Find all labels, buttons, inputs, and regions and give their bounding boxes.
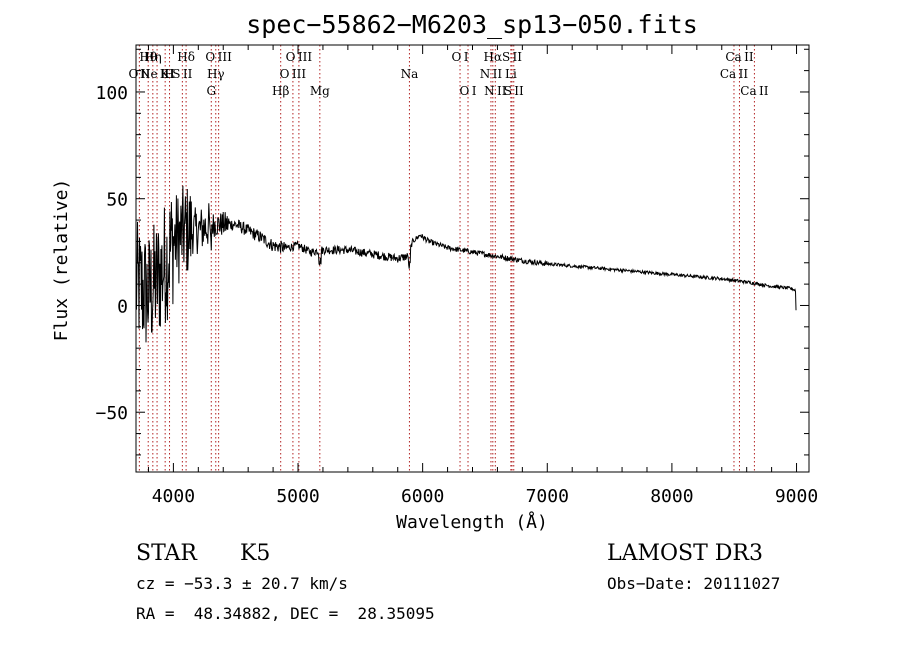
- spectrum-line: [136, 185, 797, 343]
- x-tick-label: 4000: [152, 486, 195, 507]
- emission-line-label: Ca II: [725, 50, 753, 64]
- emission-line-label: O III: [280, 67, 307, 81]
- x-tick-label: 6000: [401, 486, 444, 507]
- subclass: K5: [240, 541, 270, 566]
- emission-line-label: S II: [502, 50, 522, 64]
- emission-line-label: Na: [401, 67, 419, 81]
- y-axis-ticks: −50 0 50 100: [95, 48, 809, 456]
- coordinates: RA = 48.34882, DEC = 28.35095: [136, 604, 435, 623]
- emission-line-label: Ne III: [140, 67, 174, 81]
- x-axis-label: Wavelength (Å): [396, 511, 548, 533]
- x-tick-label: 5000: [276, 486, 319, 507]
- y-tick-label: 100: [95, 83, 128, 104]
- emission-line-label: Hα: [484, 50, 503, 64]
- emission-line-label: O I: [452, 50, 469, 64]
- y-tick-label: −50: [95, 403, 128, 424]
- survey-name: LAMOST DR3: [607, 541, 763, 566]
- chart-title: spec−55862−M6203_sp13−050.fits: [246, 10, 698, 39]
- x-tick-label: 9000: [775, 486, 818, 507]
- emission-line-label: Ca II: [720, 67, 748, 81]
- x-tick-label: 7000: [526, 486, 569, 507]
- emission-line-label: O III: [205, 50, 232, 64]
- emission-line-label: K: [161, 67, 171, 81]
- x-tick-label: 8000: [650, 486, 693, 507]
- emission-line-label: Hγ: [207, 67, 225, 81]
- emission-line-label: S II: [504, 84, 524, 98]
- emission-line-label: O III: [286, 50, 313, 64]
- y-tick-label: 50: [106, 190, 128, 211]
- plot-frame: [135, 44, 810, 473]
- obs-date: Obs−Date: 20111027: [607, 574, 780, 593]
- emission-line-label: Hβ: [272, 84, 289, 98]
- emission-line-markers: [138, 45, 755, 472]
- redshift-value: cz = −53.3 ± 20.7 km/s: [136, 574, 348, 593]
- emission-line-label: O II: [129, 67, 151, 81]
- x-axis-ticks: 4000 5000 6000 7000 8000 9000: [147, 45, 818, 507]
- y-tick-label: 0: [117, 296, 128, 317]
- emission-line-label: H: [164, 67, 174, 81]
- emission-line-label: Li: [505, 67, 517, 81]
- y-axis-label: Flux (relative): [51, 179, 72, 342]
- emission-line-label: G: [206, 84, 216, 98]
- emission-line-label: Hθ: [139, 50, 157, 64]
- emission-line-label: N II: [484, 84, 507, 98]
- object-class: STAR: [136, 541, 198, 566]
- emission-line-label: Mg: [310, 84, 330, 98]
- emission-line-label: N II: [480, 67, 503, 81]
- emission-line-label: Hδ: [177, 50, 195, 64]
- emission-line-label: O I: [460, 84, 477, 98]
- emission-line-label: S II: [172, 67, 192, 81]
- emission-line-label: Hη: [144, 50, 162, 64]
- emission-line-label: Ca II: [740, 84, 768, 98]
